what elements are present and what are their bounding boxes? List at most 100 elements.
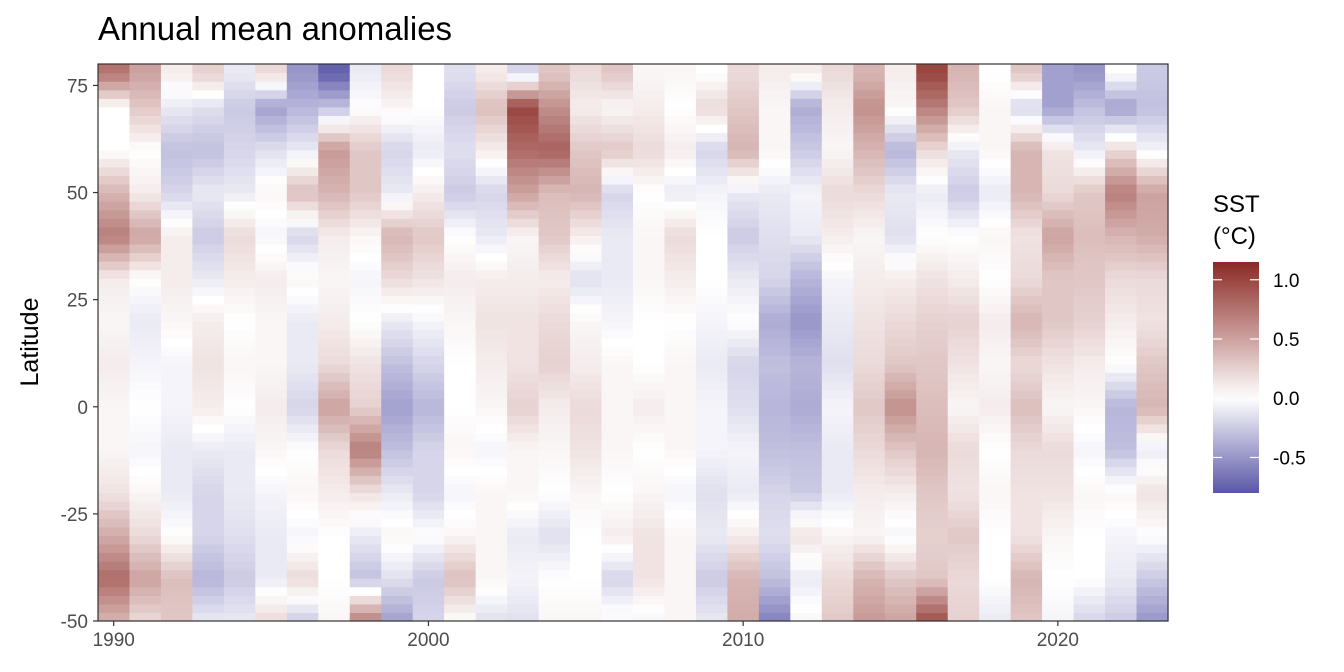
heatmap-cell [979,303,1012,314]
heatmap-cell [1073,115,1106,125]
heatmap-cell [979,295,1012,305]
heatmap-cell [821,381,854,391]
heatmap-cell [223,492,256,502]
heatmap-cell [727,543,760,554]
heatmap-cell [1042,321,1075,331]
heatmap-cell [444,183,477,194]
heatmap-cell [507,64,540,74]
heatmap-cell [947,141,980,151]
heatmap-cell [1073,398,1106,408]
heatmap-cell [129,209,162,219]
heatmap-cell [129,586,162,596]
heatmap-cell [727,98,760,108]
heatmap-cell [255,303,288,314]
heatmap-cell [979,64,1012,74]
heatmap-cell [1042,518,1075,528]
heatmap-cell [947,363,980,374]
heatmap-cell [664,475,697,485]
heatmap-cell [160,218,194,228]
heatmap-cell [1105,603,1138,614]
heatmap-cell [853,312,886,322]
heatmap-cell [318,449,351,459]
heatmap-cell [160,483,194,494]
heatmap-cell [1042,595,1075,605]
heatmap-cell [318,483,351,494]
heatmap-cell [1073,98,1106,108]
heatmap-cell [349,149,382,159]
heatmap-cell [1010,441,1043,451]
heatmap-cell [475,329,508,339]
heatmap-cell [1136,363,1169,374]
heatmap-cell [601,89,634,99]
heatmap-cell [979,192,1012,202]
heatmap-cell [1105,406,1138,416]
heatmap-cell [192,158,225,168]
heatmap-cell [664,89,697,99]
heatmap-cell [695,415,729,425]
heatmap-cell [98,381,131,391]
heatmap-cell [633,261,666,271]
heatmap-cell [412,286,445,296]
heatmap-cell [223,64,256,74]
heatmap-cell [727,466,760,476]
heatmap-cell [727,106,760,117]
heatmap-cell [979,363,1012,374]
heatmap-cell [947,303,980,314]
heatmap-cell [538,441,571,451]
heatmap-cell [412,252,445,262]
heatmap-cell [727,72,760,82]
heatmap-cell [947,509,980,519]
heatmap-cell [192,372,225,382]
heatmap-cell [790,561,823,571]
heatmap-cell [1042,141,1075,151]
heatmap-cell [633,441,666,451]
heatmap-cell [601,363,634,374]
heatmap-cell [507,509,540,519]
heatmap-cell [475,278,508,288]
heatmap-cell [821,535,854,545]
heatmap-cell [1136,569,1169,579]
heatmap-cell [255,166,288,176]
heatmap-cell [349,578,382,588]
heatmap-cell [758,141,791,151]
heatmap-cell [758,201,791,211]
heatmap-cell [412,166,445,176]
heatmap-cell [695,535,729,545]
heatmap-cell [695,501,729,511]
heatmap-cell [601,441,634,451]
heatmap-cell [884,123,917,134]
heatmap-cell [695,312,729,322]
heatmap-cell [1042,115,1075,125]
heatmap-cell [790,218,823,228]
heatmap-cell [1010,166,1043,176]
heatmap-cell [790,209,823,219]
heatmap-cell [821,235,854,245]
heatmap-cell [318,458,351,468]
heatmap-cell [160,295,194,305]
heatmap-cell [160,586,194,596]
heatmap-cell [412,458,445,468]
heatmap-cell [664,578,697,588]
heatmap-cell [1136,543,1169,554]
heatmap-cell [223,132,256,142]
heatmap-cell [1042,466,1075,476]
heatmap-cell [570,278,603,288]
heatmap-cell [758,329,791,339]
heatmap-cell [664,183,697,194]
heatmap-cell [979,106,1012,117]
heatmap-cell [695,338,729,348]
heatmap-cell [1042,543,1075,554]
heatmap-cell [507,441,540,451]
heatmap-cell [507,569,540,579]
heatmap-cell [412,355,445,365]
heatmap-cell [853,218,886,228]
heatmap-cell [1105,363,1138,374]
heatmap-cell [727,586,760,596]
heatmap-cell [1010,261,1043,271]
heatmap-cell [601,346,634,356]
heatmap-cell [475,449,508,459]
heatmap-cell [664,175,697,185]
heatmap-cell [318,158,351,168]
heatmap-cell [475,406,508,416]
heatmap-cell [853,329,886,339]
